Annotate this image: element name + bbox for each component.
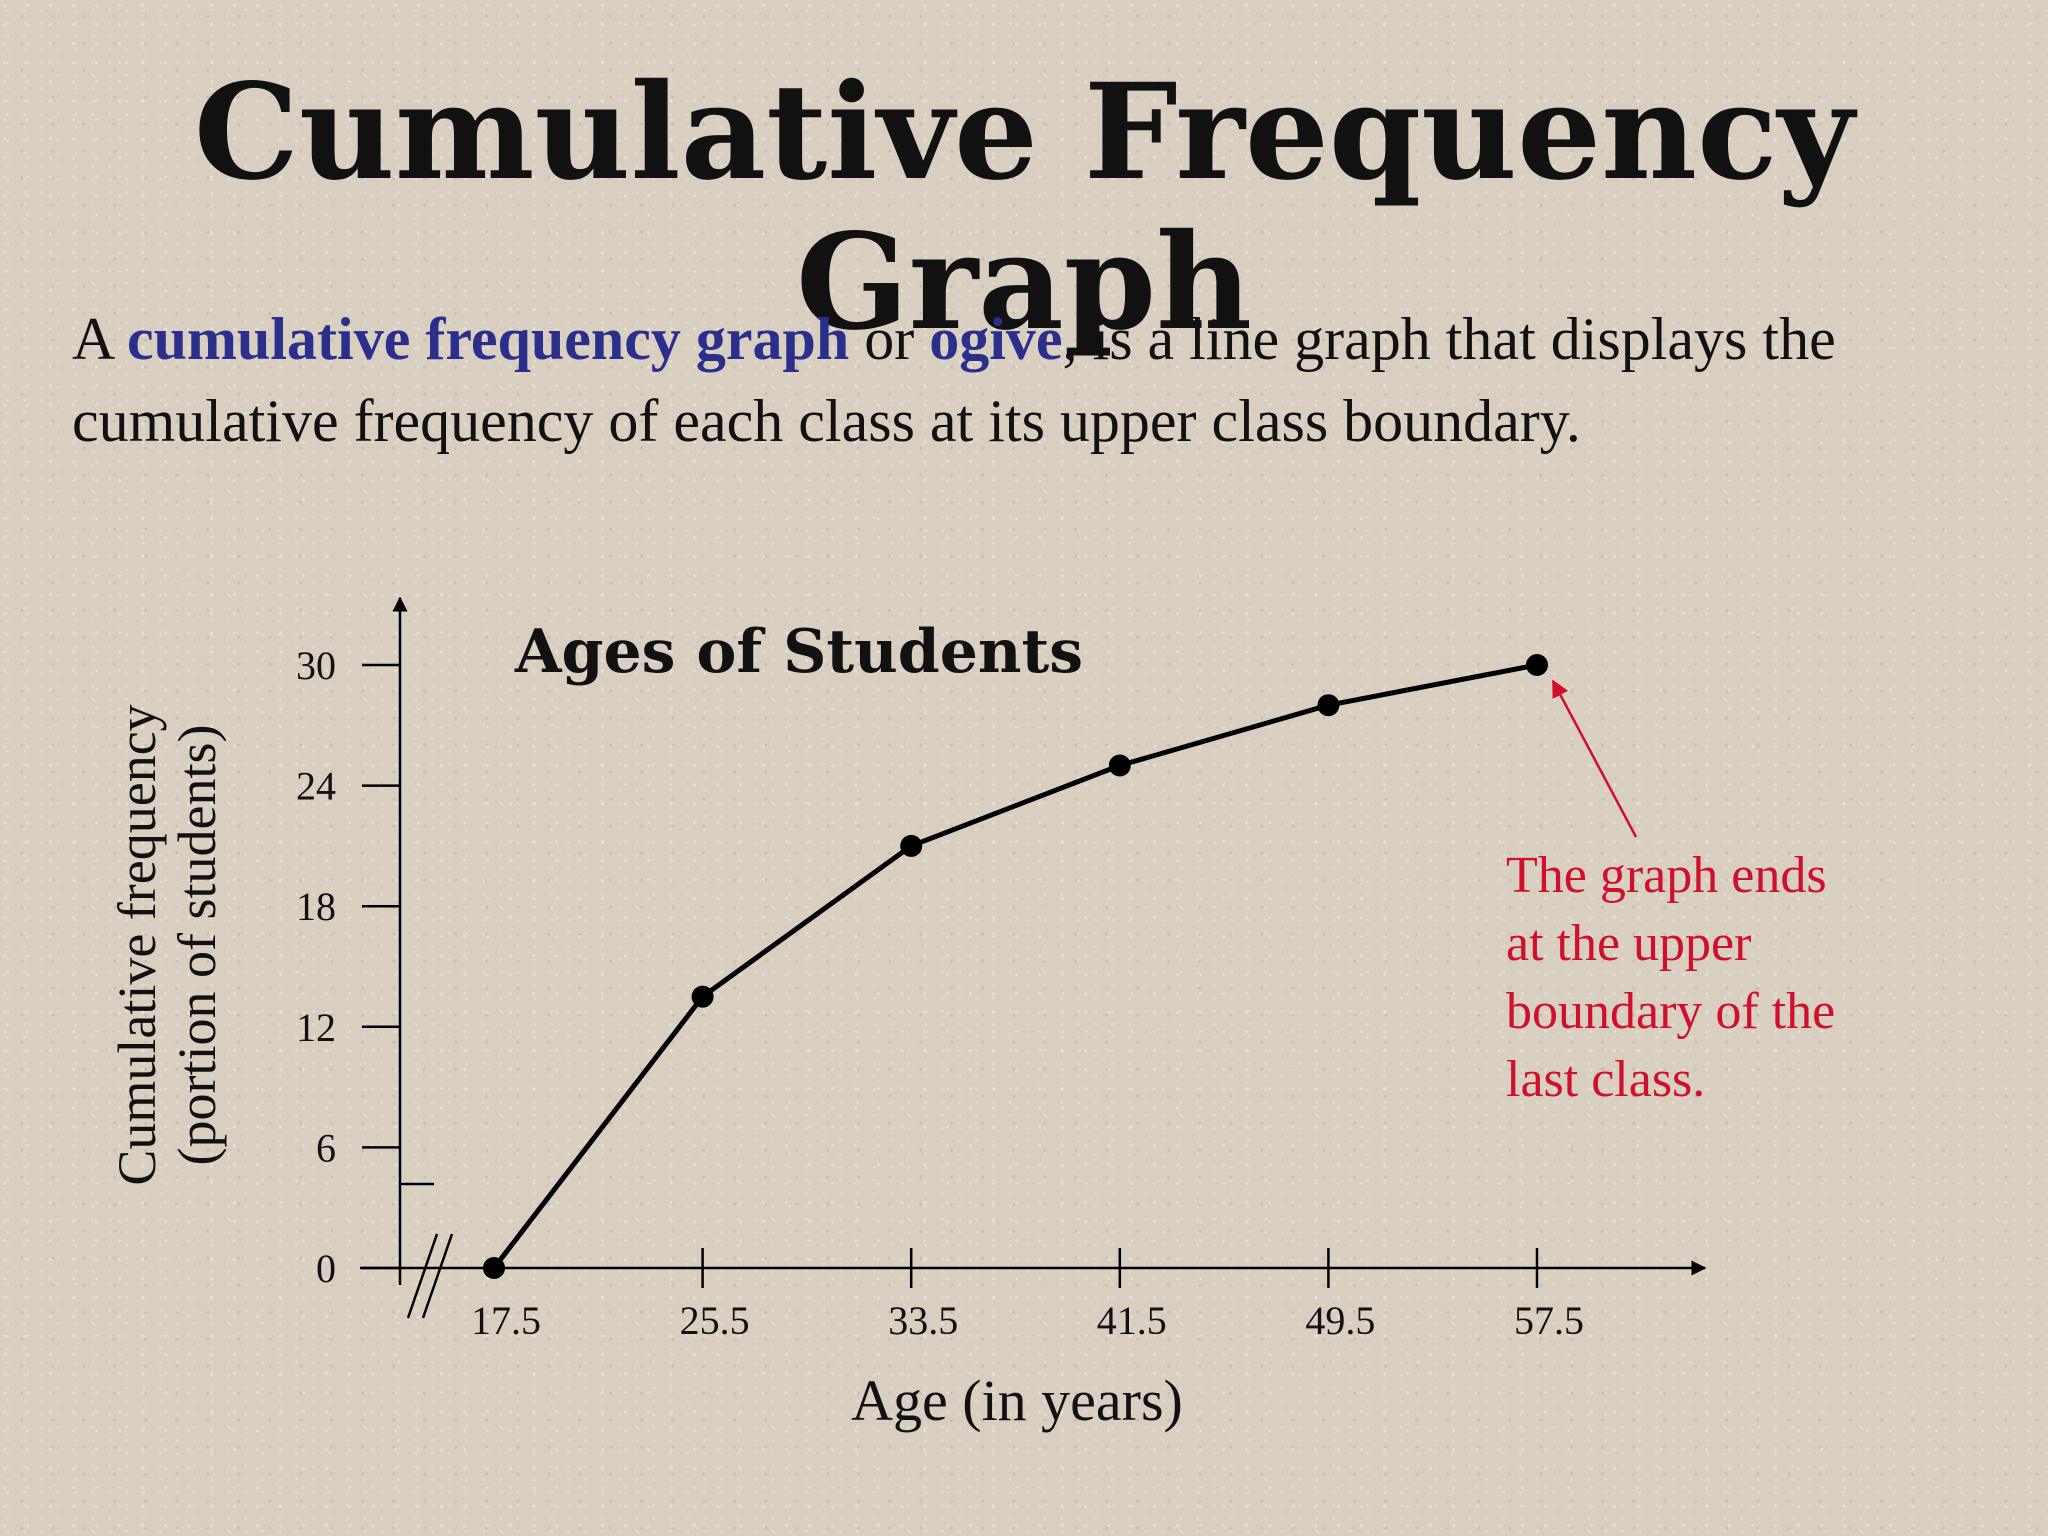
y-tick-label-0: 0 — [316, 1246, 336, 1291]
x-tick-label-49.5: 49.5 — [1305, 1298, 1375, 1343]
y-tick-label-6: 6 — [316, 1125, 336, 1170]
annotation-line-2: at the upper — [1506, 915, 1751, 972]
y-tick-label-24: 24 — [296, 764, 336, 809]
annotation-text: The graph ends at the upper boundary of th… — [1506, 847, 1835, 1108]
x-tick-label-57.5: 57.5 — [1514, 1298, 1584, 1343]
y-ticks: 0 6 12 18 24 30 — [296, 643, 400, 1291]
ogive-point-33.5 — [900, 834, 923, 857]
ogive-point-17.5 — [483, 1257, 505, 1279]
term-ogive: ogive — [929, 306, 1063, 372]
ogive-point-57.5 — [1526, 654, 1548, 676]
annotation-line-4: last class. — [1506, 1051, 1705, 1108]
y-tick-label-30: 30 — [296, 643, 336, 688]
term-cumulative-frequency-graph: cumulative frequency graph — [127, 306, 850, 372]
x-tick-label-33.5: 33.5 — [888, 1298, 958, 1343]
x-axis-break — [406, 1233, 454, 1319]
x-tick-label-17.5: 17.5 — [471, 1298, 541, 1343]
intro-paragraph: A cumulative frequency graph or ogive, i… — [72, 298, 1972, 462]
ogive-point-25.5 — [691, 985, 714, 1008]
intro-text-2: or — [849, 306, 930, 372]
annotation-line-3: boundary of the — [1506, 983, 1835, 1040]
x-tick-label-41.5: 41.5 — [1097, 1298, 1167, 1343]
y-axis-label-line1: Cumulative frequency — [107, 704, 167, 1185]
x-ticks: 17.5 25.5 33.5 41.5 49.5 57.5 — [471, 1248, 1584, 1343]
ogive-points — [483, 654, 1548, 1279]
annotation-arrow — [1551, 679, 1638, 838]
x-tick-label-25.5: 25.5 — [680, 1298, 750, 1343]
y-tick-label-18: 18 — [296, 884, 336, 929]
x-axis-label: Age (in years) — [851, 1368, 1183, 1433]
ogive-point-41.5 — [1108, 754, 1131, 777]
chart-title: Ages of Students — [514, 617, 1083, 687]
intro-text-3: , is a line graph that displays the cumu… — [72, 306, 1836, 454]
y-axis-label-line2: (portion of students) — [167, 725, 227, 1166]
intro-text-1: A — [72, 306, 128, 372]
ogive-point-49.5 — [1317, 694, 1340, 717]
y-axis-label: Cumulative frequency (portion of student… — [107, 704, 227, 1185]
ogive-line — [492, 662, 1538, 1270]
y-tick-label-12: 12 — [296, 1005, 336, 1050]
annotation-line-1: The graph ends — [1506, 847, 1827, 904]
slide-title: Cumulative Frequency Graph — [193, 55, 1855, 360]
